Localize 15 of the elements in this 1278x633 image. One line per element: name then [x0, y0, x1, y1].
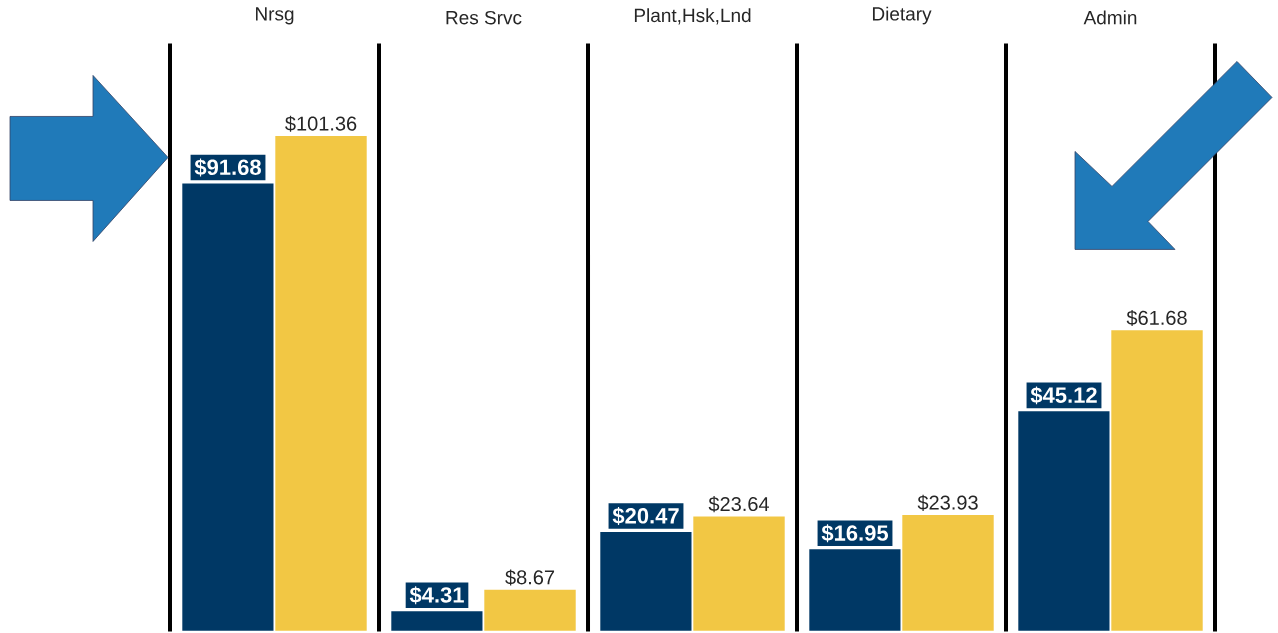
- data-label: $16.95: [821, 524, 889, 543]
- x-tick-label: Plant,Hsk,Lnd: [634, 7, 751, 25]
- data-label: $20.47: [612, 506, 679, 525]
- data-label: $23.93: [917, 494, 978, 511]
- data-label: $8.67: [505, 569, 555, 586]
- x-tick-label: Dietary: [872, 6, 932, 25]
- x-tick-label: Nrsg: [256, 7, 294, 25]
- data-label: $101.36: [285, 115, 357, 132]
- data-label: $91.68: [194, 158, 261, 177]
- x-tick-label: Admin: [1083, 10, 1137, 25]
- data-label: $61.68: [1126, 309, 1187, 326]
- data-label: $23.64: [708, 495, 769, 513]
- x-tick-label: Res Srvc: [446, 10, 522, 25]
- data-label: $4.31: [409, 585, 464, 604]
- data-label: $45.12: [1030, 386, 1097, 405]
